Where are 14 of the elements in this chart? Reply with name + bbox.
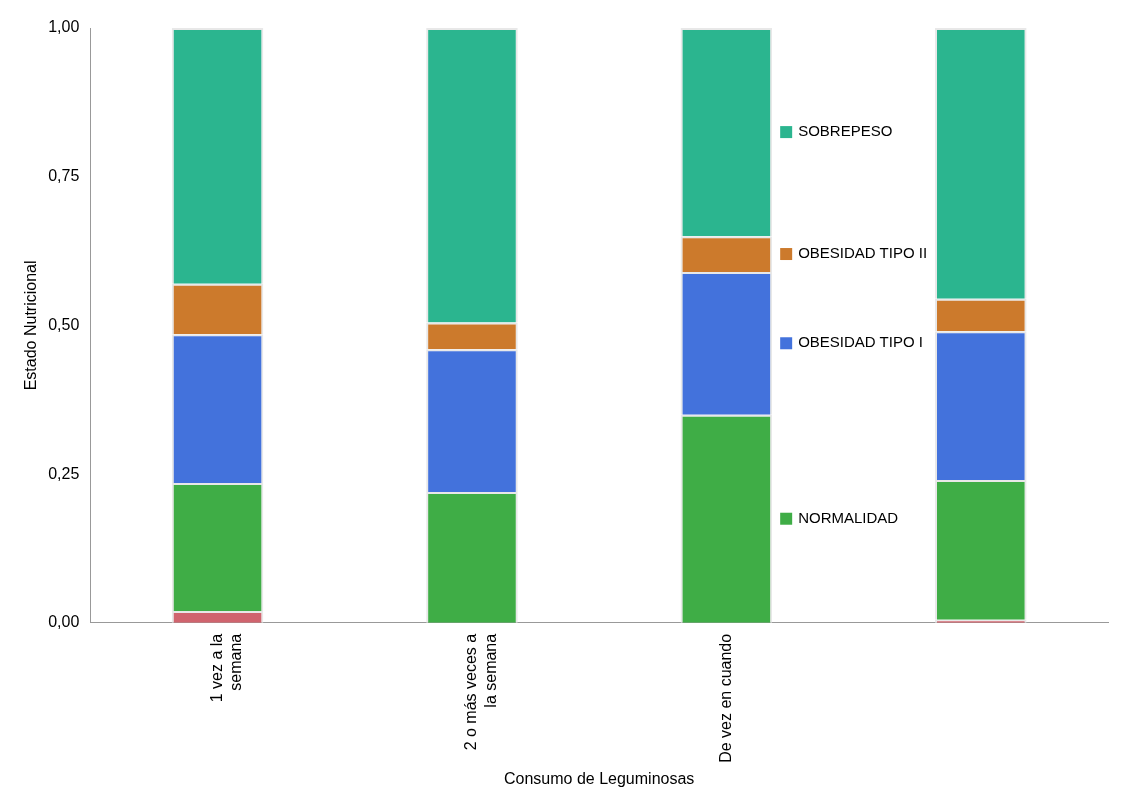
x-tick-label: 1 vez a la semana <box>207 633 245 703</box>
x-axis-title: Consumo de Leguminosas <box>504 769 695 787</box>
y-tick-label: 0,50 <box>48 315 80 333</box>
x-tick-label: De vez en cuando <box>716 633 734 763</box>
legend-label: NORMALIDAD <box>798 508 899 526</box>
y-tick-label: 0,00 <box>48 613 80 631</box>
y-tick-label: 0,75 <box>48 167 80 185</box>
legend-label: OBESIDAD TIPO II <box>798 244 928 262</box>
y-axis-title: Estado Nutricional <box>22 260 40 391</box>
y-tick-label: 1,00 <box>48 18 80 36</box>
x-tick-label: 2 o más veces a la semana <box>462 633 499 751</box>
y-tick-label: 0,25 <box>48 464 80 482</box>
legend-label: OBESIDAD TIPO I <box>798 333 923 351</box>
legend-label: SOBREPESO <box>798 122 893 140</box>
